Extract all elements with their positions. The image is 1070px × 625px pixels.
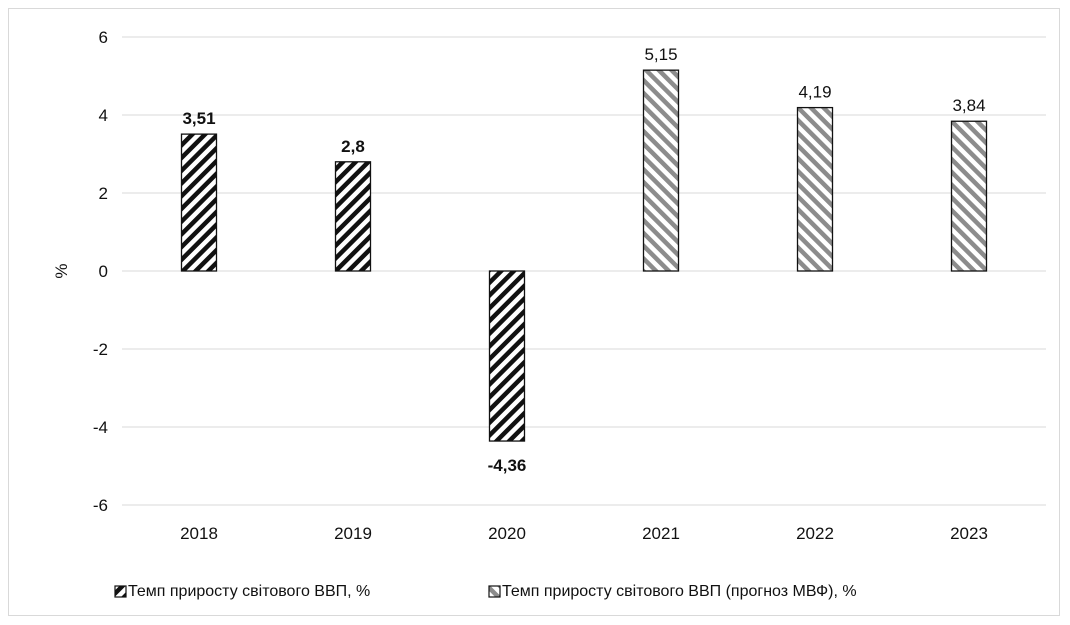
bar-2018	[180, 133, 218, 272]
data-label-2022: 4,19	[798, 83, 831, 102]
y-tick-label: 0	[99, 262, 108, 281]
y-tick-label: -4	[93, 418, 108, 437]
x-tick-label: 2019	[334, 524, 372, 543]
data-label-2018: 3,51	[182, 109, 215, 128]
legend-swatch-forecast	[488, 585, 501, 598]
bar-2020	[488, 270, 526, 442]
data-label-2019: 2,8	[341, 137, 365, 156]
y-tick-label: 2	[99, 184, 108, 203]
y-tick-label: 4	[99, 106, 108, 125]
bar-chart: 6 4 2 0 -2 -4 -6 3,51 2,8 -4,36 5,15 4,19 3,84 2018…	[52, 28, 1046, 600]
bar-2021	[642, 69, 680, 272]
legend-item-actual: Темп приросту світового ВВП, %	[114, 583, 370, 600]
gridlines	[122, 36, 1046, 506]
data-labels: 3,51 2,8 -4,36 5,15 4,19 3,84	[182, 45, 985, 475]
legend-label-forecast: Темп приросту світового ВВП (прогноз МВФ…	[502, 583, 857, 600]
x-tick-label: 2022	[796, 524, 834, 543]
legend-swatch-actual	[114, 585, 127, 598]
y-tick-label: -6	[93, 496, 108, 515]
legend: Темп приросту світового ВВП, % Темп прир…	[114, 583, 857, 600]
x-tick-label: 2021	[642, 524, 680, 543]
y-axis-ticks: 6 4 2 0 -2 -4 -6	[93, 28, 108, 515]
legend-label-actual: Темп приросту світового ВВП, %	[128, 583, 370, 600]
data-label-2023: 3,84	[952, 96, 985, 115]
bars	[180, 69, 988, 442]
chart-frame: 6 4 2 0 -2 -4 -6 3,51 2,8 -4,36 5,15 4,19 3,84 2018…	[8, 8, 1060, 616]
legend-item-forecast: Темп приросту світового ВВП (прогноз МВФ…	[488, 583, 857, 600]
y-axis-title: %	[52, 263, 71, 278]
y-tick-label: 6	[99, 28, 108, 47]
data-label-2020: -4,36	[488, 456, 527, 475]
bar-2023	[950, 120, 988, 272]
data-label-2021: 5,15	[644, 45, 677, 64]
x-tick-label: 2023	[950, 524, 988, 543]
bar-2022	[796, 106, 834, 272]
x-tick-label: 2020	[488, 524, 526, 543]
x-tick-label: 2018	[180, 524, 218, 543]
y-tick-label: -2	[93, 340, 108, 359]
bar-2019	[334, 161, 372, 272]
x-axis-ticks: 2018 2019 2020 2021 2022 2023	[180, 524, 988, 543]
